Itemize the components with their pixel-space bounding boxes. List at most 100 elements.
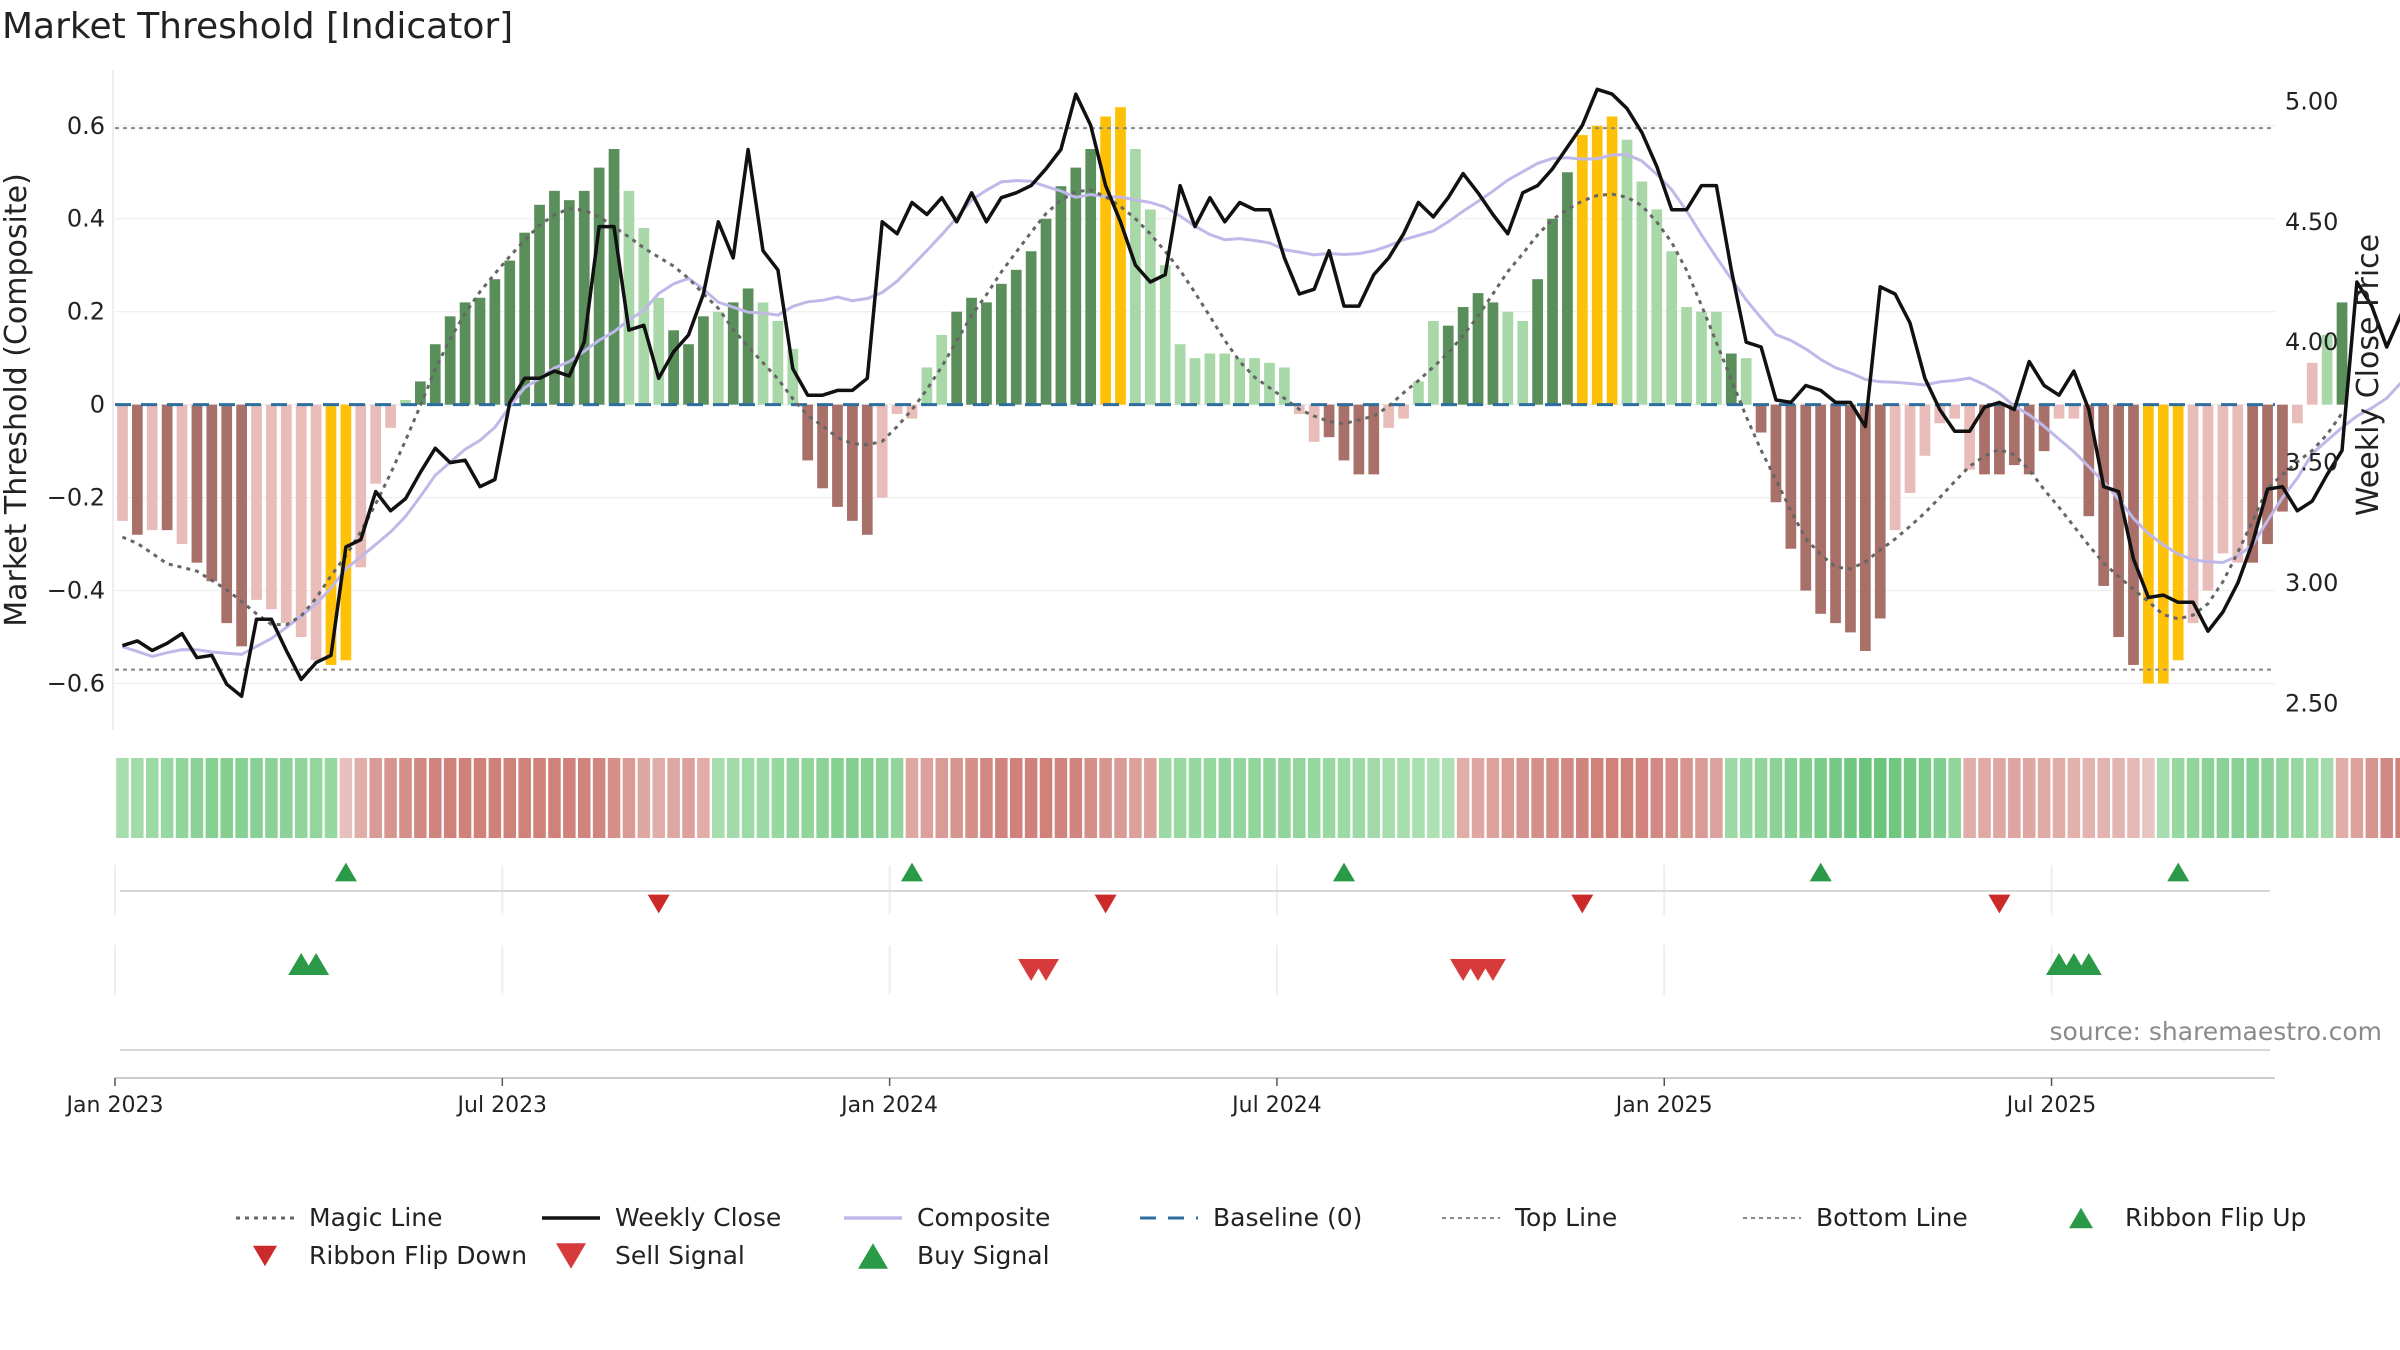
- ribbon-cell: [1129, 758, 1142, 838]
- ribbon-cell: [1278, 758, 1291, 838]
- composite-bar: [221, 404, 233, 624]
- composite-bar: [683, 344, 694, 405]
- composite-bar: [1681, 307, 1692, 405]
- ribbon-cell: [2112, 758, 2125, 838]
- composite-bar: [1785, 404, 1797, 549]
- composite-bar: [251, 404, 262, 600]
- composite-bar: [1845, 404, 1856, 633]
- composite-bar: [2113, 404, 2124, 638]
- composite-bar: [832, 404, 843, 507]
- ribbon-flip-down-marker: [647, 894, 670, 914]
- legend-item: Ribbon Flip Up: [2069, 1203, 2306, 1232]
- composite-bar: [206, 404, 218, 582]
- legend-item: Composite: [844, 1203, 1050, 1232]
- composite-bar: [1040, 218, 1052, 405]
- composite-bar: [1308, 404, 1320, 442]
- composite-bar: [1398, 404, 1409, 419]
- composite-bar: [1249, 358, 1260, 405]
- legend-label: Buy Signal: [917, 1241, 1050, 1270]
- composite-bar: [2172, 404, 2184, 661]
- ribbon-cell: [324, 758, 338, 838]
- ribbon-cell: [861, 758, 874, 838]
- ribbon-cell: [1412, 758, 1425, 838]
- composite-bar: [921, 367, 933, 405]
- ribbon-cell: [2052, 758, 2066, 838]
- ribbon-cell: [1024, 758, 1038, 838]
- ribbon-cell: [1605, 758, 1619, 838]
- composite-bar: [1159, 265, 1171, 405]
- ribbon-cell: [563, 758, 576, 838]
- ribbon-cell: [1814, 758, 1827, 838]
- ribbon-cell: [2127, 758, 2140, 838]
- ribbon-cell: [1918, 758, 1932, 838]
- ribbon-cell: [2157, 758, 2170, 838]
- buy-signal-marker: [2075, 953, 2102, 975]
- ribbon-cell: [2008, 758, 2021, 838]
- ribbon-cell: [950, 758, 963, 838]
- composite-bar: [936, 334, 948, 405]
- ribbon-cell: [2067, 758, 2081, 838]
- left-axis-label: Market Threshold (Composite): [0, 173, 34, 627]
- right-tick-label: 4.50: [2285, 208, 2338, 236]
- composite-bar: [1859, 404, 1871, 651]
- composite-bar: [131, 404, 143, 535]
- composite-bar: [1487, 302, 1499, 405]
- ribbon-cell: [1963, 758, 1976, 838]
- composite-bar: [1740, 358, 1752, 405]
- ribbon-cell: [2216, 758, 2230, 838]
- ribbon-cell: [1456, 758, 1470, 838]
- composite-bar: [1144, 209, 1156, 405]
- ribbon-cell: [980, 758, 993, 838]
- composite-bar: [2098, 404, 2110, 586]
- composite-bar: [653, 297, 665, 405]
- composite-bar: [1576, 135, 1588, 405]
- ribbon-cell: [1367, 758, 1381, 838]
- x-tick-label: Jul 2025: [2005, 1093, 2097, 1118]
- composite-bar: [370, 404, 382, 484]
- composite-bar: [1949, 404, 1961, 419]
- ribbon-cell: [846, 758, 859, 838]
- composite-bar: [1070, 167, 1082, 405]
- ribbon-cell: [712, 758, 725, 838]
- left-tick-label: 0.6: [67, 112, 105, 140]
- composite-bar: [742, 288, 754, 405]
- composite-bar: [236, 404, 247, 647]
- left-tick-label: −0.6: [47, 670, 105, 698]
- ribbon-cell: [592, 758, 606, 838]
- ribbon-cell: [1084, 758, 1097, 838]
- composite-bar: [549, 190, 560, 405]
- ribbon-cell: [622, 758, 636, 838]
- composite-bar: [1100, 116, 1111, 405]
- composite-bar: [400, 400, 411, 405]
- composite-bar: [2083, 404, 2095, 517]
- composite-bar: [847, 404, 858, 521]
- composite-bar: [1725, 353, 1737, 405]
- ribbon-cell: [1173, 758, 1187, 838]
- ribbon-cell: [2082, 758, 2096, 838]
- composite-bar: [1457, 307, 1469, 405]
- ribbon-cell: [1844, 758, 1857, 838]
- composite-bar: [2217, 404, 2229, 554]
- ribbon-cell: [2142, 758, 2155, 838]
- legend-label: Ribbon Flip Up: [2125, 1203, 2306, 1232]
- ribbon-cell: [801, 758, 814, 838]
- composite-bar: [1532, 279, 1543, 405]
- composite-bar: [951, 311, 963, 405]
- ribbon-cell: [384, 758, 397, 838]
- composite-bar: [1130, 149, 1141, 405]
- composite-bar: [2187, 404, 2199, 624]
- composite-bar: [1591, 125, 1603, 405]
- sell-signal-marker: [1479, 959, 1506, 981]
- composite-bar: [325, 404, 337, 665]
- chart-title: Market Threshold [Indicator]: [2, 6, 513, 47]
- main-panel: 0.6 0.4 0.2 0 −0.2 −0.4 −0.6 5.00 4.50 4.00 3.50 3.…: [0, 70, 2400, 730]
- composite-bar: [2277, 404, 2288, 512]
- composite-bar: [1353, 404, 1365, 475]
- ribbon-cell: [1188, 758, 1202, 838]
- composite-bar: [712, 311, 724, 405]
- ribbon-cell: [726, 758, 740, 838]
- ribbon-flip-up-marker: [334, 862, 357, 882]
- ribbon-cell: [458, 758, 472, 838]
- ribbon-cell: [1754, 758, 1768, 838]
- legend-label: Weekly Close: [615, 1203, 781, 1232]
